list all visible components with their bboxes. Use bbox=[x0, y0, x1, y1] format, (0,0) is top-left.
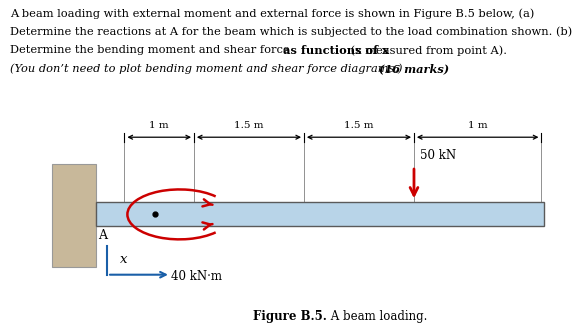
Text: Figure B.5.: Figure B.5. bbox=[252, 310, 327, 323]
Text: 40 kN·m: 40 kN·m bbox=[171, 270, 222, 283]
Text: Determine the reactions at A for the beam which is subjected to the load combina: Determine the reactions at A for the bea… bbox=[10, 27, 573, 38]
Text: (You don’t need to plot bending moment and shear force diagrams.): (You don’t need to plot bending moment a… bbox=[10, 64, 406, 74]
Text: as functions of ​x: as functions of ​x bbox=[283, 45, 389, 56]
Text: 1 m: 1 m bbox=[149, 121, 169, 130]
Text: (​x measured from point A).: (​x measured from point A). bbox=[347, 45, 507, 56]
Bar bbox=[52, 164, 96, 267]
Text: (16 marks): (16 marks) bbox=[379, 64, 449, 75]
Text: A: A bbox=[98, 229, 108, 242]
Text: A beam loading with external moment and external force is shown in Figure B.5 be: A beam loading with external moment and … bbox=[10, 8, 535, 19]
Text: 1.5 m: 1.5 m bbox=[345, 121, 373, 130]
Text: 1 m: 1 m bbox=[468, 121, 488, 130]
Text: 50 kN: 50 kN bbox=[420, 149, 456, 162]
Bar bbox=[96, 202, 544, 226]
Text: 1.5 m: 1.5 m bbox=[234, 121, 263, 130]
Text: A beam loading.: A beam loading. bbox=[327, 310, 427, 323]
Text: Determine the bending moment and shear force: Determine the bending moment and shear f… bbox=[10, 45, 294, 55]
Text: x: x bbox=[120, 253, 128, 266]
